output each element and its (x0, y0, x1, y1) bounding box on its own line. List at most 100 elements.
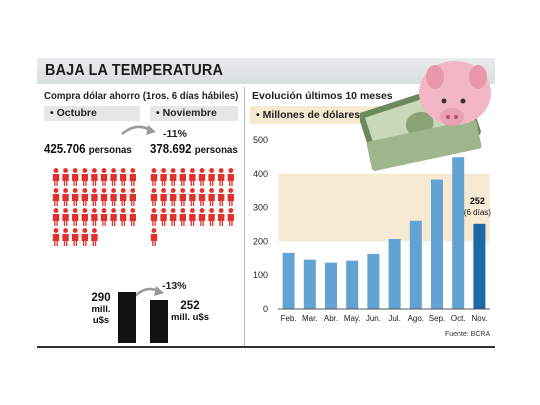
person-icon (129, 168, 136, 186)
person-icon (150, 228, 158, 246)
x-tick-label: Oct. (451, 314, 466, 323)
chart-unit-tab: • Millones de dólares (250, 106, 390, 124)
x-tick-label: Jun. (366, 314, 381, 323)
person-icon (110, 168, 117, 186)
amount-november: 252 mill. u$s (170, 300, 210, 323)
person-icon (170, 208, 177, 226)
chart-bar (346, 260, 359, 309)
chart-bar (473, 223, 486, 309)
y-tick-label: 300 (253, 203, 268, 213)
person-icon (52, 228, 60, 246)
chart-bar (325, 262, 337, 309)
person-icon (208, 168, 215, 186)
person-icon (81, 208, 88, 226)
amount-october-unit: mill. u$s (91, 304, 111, 326)
person-icon (150, 208, 158, 226)
person-icon (227, 188, 234, 206)
curved-arrow-icon (121, 125, 156, 135)
x-tick-label: Nov. (471, 314, 487, 323)
person-icon (198, 168, 206, 186)
y-tick-label: 500 (253, 135, 268, 145)
person-icon (119, 208, 127, 226)
person-icon (100, 208, 108, 226)
person-icon (62, 168, 69, 186)
chart-bar (282, 252, 295, 309)
person-icon (119, 188, 127, 206)
person-icon (129, 188, 136, 206)
person-icon (72, 168, 79, 186)
person-icon (81, 168, 88, 186)
amount-change-label: -13% (162, 280, 187, 292)
person-icon (52, 168, 60, 186)
person-icon (91, 228, 98, 246)
y-tick-label: 100 (253, 270, 268, 280)
persons-change-label: -11% (163, 128, 187, 140)
source-note: Fuente: BCRA (445, 331, 491, 338)
person-icon (179, 208, 186, 226)
section-divider (244, 87, 245, 347)
person-icon (160, 188, 167, 206)
person-icon (62, 188, 69, 206)
amount-bar-october (118, 292, 136, 343)
person-icon (179, 168, 186, 186)
person-icon (160, 168, 167, 186)
person-icon (129, 208, 136, 226)
chart-bar (409, 220, 422, 309)
person-icon (150, 188, 158, 206)
chart-bar (388, 239, 401, 309)
person-icon (119, 168, 127, 186)
person-icon (100, 168, 108, 186)
person-icon (218, 188, 225, 206)
person-icon (218, 208, 225, 226)
amount-november-unit: mill. u$s (170, 312, 209, 323)
person-icon (52, 188, 60, 206)
right-subtitle: Evolución últimos 10 meses (252, 90, 393, 102)
persons-november-unit: personas (194, 144, 238, 156)
y-tick-label: 0 (263, 304, 268, 314)
person-icon (72, 208, 79, 226)
title-bar (37, 58, 495, 84)
month-tab-november: • Noviembre (150, 106, 238, 121)
x-tick-label: May. (344, 314, 361, 323)
person-icon (72, 188, 79, 206)
month-tab-october: • Octubre (44, 106, 140, 121)
y-tick-label: 200 (253, 236, 268, 246)
people-figures-october (52, 168, 136, 246)
person-icon (198, 208, 206, 226)
curved-arrow-icon (133, 286, 164, 298)
person-icon (189, 168, 196, 186)
amount-october-value: 290 (91, 292, 111, 304)
person-icon (150, 168, 158, 186)
person-icon (189, 208, 196, 226)
chart-bar (431, 179, 443, 309)
x-tick-label: Abr. (324, 314, 338, 323)
data-label: 252 (470, 196, 485, 206)
people-figures-november (150, 168, 234, 246)
x-tick-label: Feb. (281, 314, 297, 323)
piggy-bank-money-illustration (360, 61, 491, 171)
person-icon (81, 188, 88, 206)
person-icon (208, 208, 215, 226)
amount-october: 290 mill. u$s (84, 292, 118, 326)
person-icon (218, 168, 225, 186)
persons-october: 425.706 personas (44, 142, 132, 156)
person-icon (91, 188, 98, 206)
person-icon (81, 228, 88, 246)
bar-chart: 0 100 200 300 400 500 Feb. Mar. Abr. May. Jun. Jul.… (253, 135, 491, 323)
x-tick-label: Sep. (429, 314, 445, 323)
person-icon (110, 188, 117, 206)
amount-november-value: 252 (180, 300, 200, 312)
page-title: BAJA LA TEMPERATURA (45, 62, 224, 79)
person-icon (62, 208, 69, 226)
x-tick-label: Mar. (302, 314, 318, 323)
chart-bar (303, 259, 316, 309)
person-icon (198, 188, 206, 206)
chart-bar (367, 253, 380, 309)
person-icon (52, 208, 60, 226)
person-icon (170, 168, 177, 186)
data-label-note: (6 días) (464, 208, 491, 217)
person-icon (91, 168, 98, 186)
chart-bar (452, 157, 465, 309)
person-icon (189, 188, 196, 206)
person-icon (170, 188, 177, 206)
